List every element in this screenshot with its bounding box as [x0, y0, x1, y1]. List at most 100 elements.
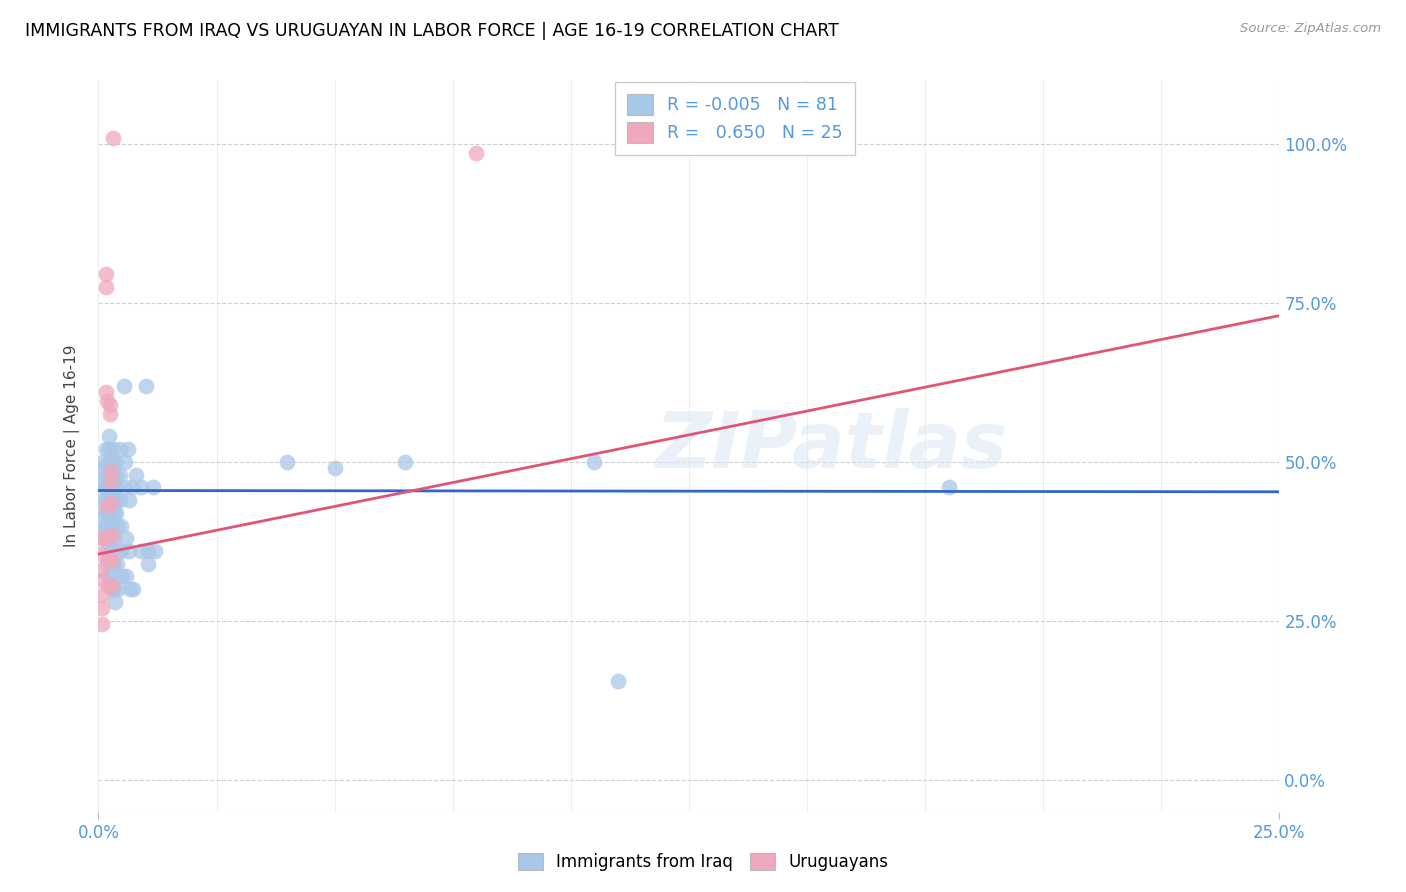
Point — [107, 582, 129, 596]
Point — [100, 528, 122, 542]
Point — [98, 398, 121, 412]
Point — [114, 455, 136, 469]
Point — [96, 531, 118, 545]
Point — [96, 557, 118, 571]
Point — [98, 455, 121, 469]
Point — [118, 493, 141, 508]
Point — [100, 557, 122, 571]
Point — [114, 531, 136, 545]
Point — [138, 557, 160, 571]
Point — [97, 579, 120, 593]
Point — [91, 601, 114, 615]
Point — [110, 544, 132, 558]
Point — [103, 582, 125, 596]
Text: IMMIGRANTS FROM IRAQ VS URUGUAYAN IN LABOR FORCE | AGE 16-19 CORRELATION CHART: IMMIGRANTS FROM IRAQ VS URUGUAYAN IN LAB… — [25, 22, 839, 40]
Point — [91, 461, 114, 475]
Point — [100, 496, 122, 510]
Point — [94, 467, 117, 482]
Point — [118, 582, 141, 596]
Point — [101, 442, 124, 457]
Point — [101, 130, 124, 145]
Point — [129, 480, 152, 494]
Point — [97, 429, 120, 443]
Point — [98, 506, 121, 520]
Point — [100, 474, 122, 488]
Point — [96, 500, 118, 514]
Point — [121, 480, 143, 494]
Point — [108, 467, 131, 482]
Point — [938, 480, 960, 494]
Point — [103, 480, 125, 494]
Point — [108, 493, 131, 508]
Point — [96, 394, 118, 409]
Point — [118, 544, 141, 558]
Point — [131, 544, 153, 558]
Point — [94, 493, 117, 508]
Point — [101, 467, 124, 482]
Point — [100, 544, 122, 558]
Point — [96, 506, 118, 520]
Point — [96, 384, 118, 399]
Point — [93, 480, 115, 494]
Point — [105, 518, 128, 533]
Point — [97, 553, 120, 567]
Point — [394, 455, 416, 469]
Point — [96, 544, 118, 558]
Point — [91, 493, 114, 508]
Point — [136, 544, 159, 558]
Point — [103, 531, 125, 545]
Point — [135, 378, 157, 392]
Legend: R = -0.005   N = 81, R =   0.650   N = 25: R = -0.005 N = 81, R = 0.650 N = 25 — [614, 82, 855, 155]
Point — [122, 582, 145, 596]
Point — [100, 531, 122, 545]
Point — [103, 506, 125, 520]
Point — [100, 569, 122, 583]
Point — [105, 506, 128, 520]
Point — [98, 467, 121, 482]
Point — [91, 474, 114, 488]
Point — [110, 518, 132, 533]
Point — [117, 442, 139, 457]
Point — [110, 569, 132, 583]
Point — [104, 455, 127, 469]
Point — [104, 595, 127, 609]
Point — [103, 493, 125, 508]
Point — [114, 480, 136, 494]
Point — [94, 480, 117, 494]
Point — [94, 442, 117, 457]
Point — [100, 553, 122, 567]
Point — [100, 518, 122, 533]
Point — [98, 480, 121, 494]
Point — [97, 569, 120, 583]
Point — [96, 518, 118, 533]
Point — [101, 455, 124, 469]
Point — [142, 480, 165, 494]
Point — [143, 544, 166, 558]
Y-axis label: In Labor Force | Age 16-19: In Labor Force | Age 16-19 — [63, 344, 80, 548]
Point — [91, 455, 114, 469]
Point — [114, 569, 136, 583]
Point — [100, 465, 122, 479]
Point — [90, 547, 112, 561]
Point — [98, 407, 121, 421]
Point — [323, 461, 346, 475]
Point — [101, 582, 124, 596]
Point — [97, 442, 120, 457]
Point — [94, 267, 117, 281]
Point — [91, 617, 114, 632]
Point — [112, 378, 135, 392]
Point — [105, 557, 128, 571]
Point — [105, 544, 128, 558]
Point — [104, 480, 127, 494]
Point — [90, 573, 112, 587]
Point — [96, 531, 118, 545]
Point — [125, 467, 148, 482]
Text: ZIPatlas: ZIPatlas — [655, 408, 1007, 484]
Point — [108, 442, 131, 457]
Point — [94, 280, 117, 294]
Point — [91, 506, 114, 520]
Legend: Immigrants from Iraq, Uruguayans: Immigrants from Iraq, Uruguayans — [509, 845, 897, 880]
Point — [90, 531, 112, 545]
Point — [607, 674, 630, 689]
Point — [583, 455, 606, 469]
